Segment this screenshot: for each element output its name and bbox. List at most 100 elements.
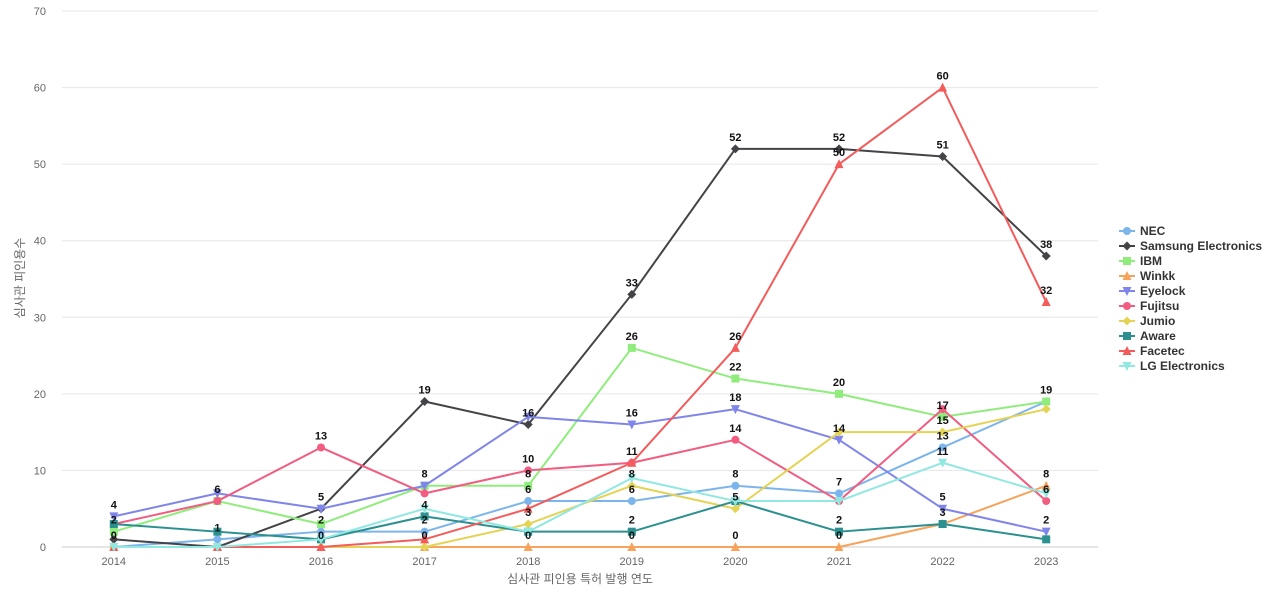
data-label: 10 <box>522 453 534 465</box>
data-point <box>109 512 119 522</box>
data-point <box>523 419 533 429</box>
data-point <box>523 519 533 529</box>
series-samsung-electronics <box>109 144 1051 552</box>
legend-item-nec[interactable]: NEC <box>1119 224 1166 238</box>
legend-item-samsung-electronics[interactable]: Samsung Electronics <box>1119 239 1262 253</box>
data-label: 52 <box>833 132 845 144</box>
data-label: 22 <box>729 362 741 374</box>
data-label: 0 <box>629 530 635 542</box>
data-point <box>109 534 119 544</box>
data-point <box>730 405 740 415</box>
series-line-aware <box>113 500 1047 541</box>
legend-item-fujitsu[interactable]: Fujitsu <box>1119 299 1179 313</box>
data-label: 4 <box>111 499 118 511</box>
data-label: 14 <box>729 423 742 435</box>
y-tick-label: 40 <box>34 236 46 248</box>
data-point <box>730 542 740 551</box>
data-point <box>523 542 533 551</box>
data-point <box>524 497 533 506</box>
data-point <box>834 435 844 445</box>
data-point <box>420 481 430 491</box>
data-point <box>212 543 222 552</box>
data-label: 15 <box>936 415 948 427</box>
x-tick-label: 2017 <box>412 556 436 568</box>
data-point <box>1041 296 1051 306</box>
legend-item-ibm[interactable]: IBM <box>1119 254 1162 268</box>
data-point <box>938 151 948 161</box>
data-point <box>834 497 844 507</box>
legend-marker <box>1123 302 1131 310</box>
legend-marker <box>1122 287 1132 296</box>
y-tick-label: 20 <box>34 389 46 401</box>
data-point <box>1041 404 1051 414</box>
data-label: 0 <box>525 530 531 542</box>
data-point <box>627 474 637 484</box>
legend-label: Fujitsu <box>1140 299 1179 313</box>
data-point <box>420 542 430 552</box>
y-tick-label: 0 <box>40 542 46 554</box>
data-label: 2 <box>629 515 635 527</box>
data-label: 20 <box>833 377 845 389</box>
data-point <box>109 543 119 552</box>
data-label: 33 <box>626 277 638 289</box>
data-point <box>627 457 637 467</box>
data-point <box>212 489 222 499</box>
data-label: 6 <box>1043 484 1049 496</box>
legend-item-jumio[interactable]: Jumio <box>1119 314 1175 328</box>
data-label: 8 <box>525 469 531 481</box>
x-tick-label: 2021 <box>827 556 851 568</box>
x-tick-label: 2020 <box>723 556 747 568</box>
y-tick-label: 70 <box>34 6 46 18</box>
data-label: 5 <box>318 492 324 504</box>
data-label: 6 <box>214 484 220 496</box>
legend-label: NEC <box>1140 224 1166 238</box>
legend-marker <box>1123 227 1131 235</box>
legend-item-eyelock[interactable]: Eyelock <box>1119 284 1186 298</box>
data-label: 13 <box>315 430 327 442</box>
data-point <box>213 497 222 506</box>
y-tick-label: 30 <box>34 312 46 324</box>
data-label: 8 <box>732 469 738 481</box>
x-axis-title: 심사관 피인용 특허 발행 연도 <box>507 571 653 586</box>
data-label: 3 <box>525 507 531 519</box>
x-tick-label: 2019 <box>620 556 644 568</box>
legend-label: Eyelock <box>1140 284 1186 298</box>
series-lines <box>109 82 1051 552</box>
data-point <box>1041 527 1051 537</box>
data-point <box>730 504 740 514</box>
legend-label: IBM <box>1140 254 1162 268</box>
data-label: 50 <box>833 147 845 159</box>
data-label: 2 <box>318 515 324 527</box>
data-point <box>1041 251 1051 261</box>
data-point <box>109 527 118 536</box>
legend-label: LG Electronics <box>1140 359 1225 373</box>
legend-marker <box>1122 271 1132 280</box>
data-label: 8 <box>1043 469 1049 481</box>
data-point <box>524 481 533 490</box>
data-point <box>627 289 637 299</box>
data-point <box>420 504 430 514</box>
legend-item-aware[interactable]: Aware <box>1119 329 1176 343</box>
legend-label: Aware <box>1140 329 1176 343</box>
data-label: 0 <box>318 530 324 542</box>
data-label: 16 <box>626 407 638 419</box>
data-point <box>730 144 740 154</box>
legend-marker <box>1122 346 1132 355</box>
data-point <box>523 412 533 422</box>
legend-item-lg-electronics[interactable]: LG Electronics <box>1119 359 1225 373</box>
data-point <box>627 527 636 536</box>
legend-item-winkk[interactable]: Winkk <box>1119 269 1176 283</box>
x-tick-label: 2018 <box>516 556 540 568</box>
data-point <box>420 534 430 544</box>
data-point <box>938 520 947 529</box>
data-point <box>1042 397 1051 406</box>
data-label: 3 <box>940 507 946 519</box>
y-tick-label: 60 <box>34 83 46 95</box>
legend-item-facetec[interactable]: Facetec <box>1119 344 1185 358</box>
data-point <box>834 159 844 169</box>
data-label: 1 <box>214 522 220 534</box>
x-tick-label: 2015 <box>205 556 229 568</box>
series-line-fujitsu <box>113 408 1047 526</box>
y-axis-ticks: 0 10 20 30 40 50 60 70 <box>34 6 46 554</box>
